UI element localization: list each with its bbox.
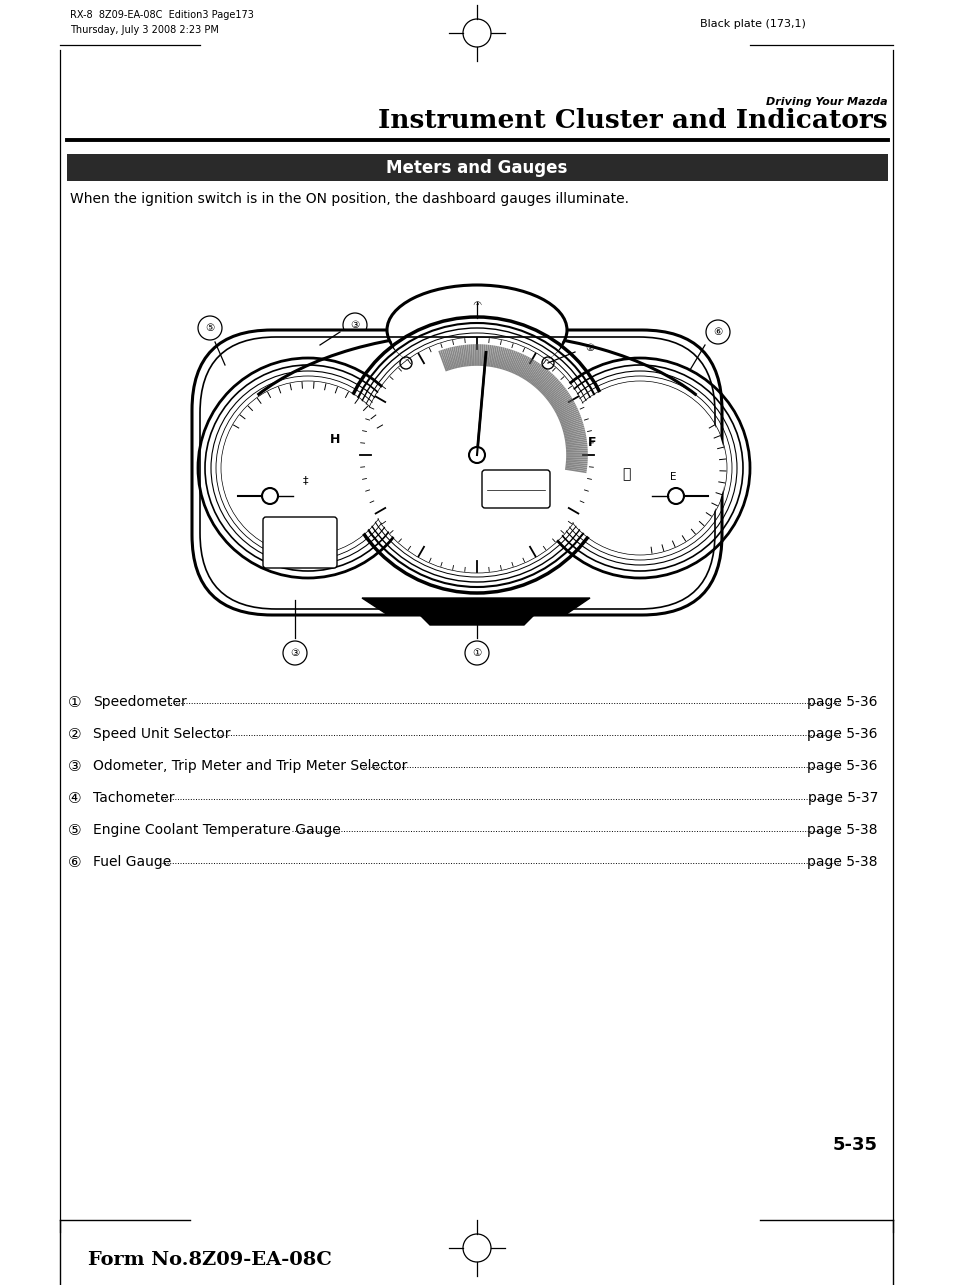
Text: Fuel Gauge: Fuel Gauge xyxy=(92,855,172,869)
Bar xyxy=(67,154,887,181)
Text: E: E xyxy=(669,472,676,482)
Text: ④: ④ xyxy=(472,301,481,311)
Text: ③: ③ xyxy=(350,320,359,330)
Text: Form No.8Z09-EA-08C: Form No.8Z09-EA-08C xyxy=(88,1252,332,1270)
Text: Speedometer: Speedometer xyxy=(92,695,187,709)
Text: ⑥: ⑥ xyxy=(713,326,721,337)
Text: Thursday, July 3 2008 2:23 PM: Thursday, July 3 2008 2:23 PM xyxy=(70,24,218,35)
Circle shape xyxy=(578,335,601,360)
Text: Speed Unit Selector: Speed Unit Selector xyxy=(92,727,231,741)
Text: ④: ④ xyxy=(68,792,82,806)
Text: Odometer, Trip Meter and Trip Meter Selector: Odometer, Trip Meter and Trip Meter Sele… xyxy=(92,759,407,774)
Text: ①: ① xyxy=(472,648,481,658)
Text: ①: ① xyxy=(68,695,82,711)
FancyBboxPatch shape xyxy=(263,517,336,568)
Circle shape xyxy=(343,314,367,337)
Text: ②: ② xyxy=(68,727,82,741)
Text: ⑥: ⑥ xyxy=(68,855,82,870)
Text: H: H xyxy=(330,433,340,446)
Polygon shape xyxy=(361,598,589,625)
Circle shape xyxy=(262,488,277,504)
Text: page 5-38: page 5-38 xyxy=(806,822,877,837)
Text: page 5-36: page 5-36 xyxy=(806,727,877,741)
Text: RX-8  8Z09-EA-08C  Edition3 Page173: RX-8 8Z09-EA-08C Edition3 Page173 xyxy=(70,10,253,21)
Circle shape xyxy=(464,641,489,666)
Text: page 5-36: page 5-36 xyxy=(806,759,877,774)
Text: Black plate (173,1): Black plate (173,1) xyxy=(700,19,805,30)
Text: 5-35: 5-35 xyxy=(832,1136,877,1154)
Text: Tachometer: Tachometer xyxy=(92,792,174,804)
Text: ⑤: ⑤ xyxy=(205,323,214,333)
Ellipse shape xyxy=(387,285,566,375)
Text: Driving Your Mazda: Driving Your Mazda xyxy=(765,96,887,107)
Circle shape xyxy=(705,320,729,344)
Text: When the ignition switch is in the ON position, the dashboard gauges illuminate.: When the ignition switch is in the ON po… xyxy=(70,191,628,206)
Text: page 5-38: page 5-38 xyxy=(806,855,877,869)
Text: F: F xyxy=(587,436,596,448)
Circle shape xyxy=(359,338,594,572)
Text: page 5-36: page 5-36 xyxy=(806,695,877,709)
Ellipse shape xyxy=(392,305,561,375)
Circle shape xyxy=(469,447,484,463)
Text: Meters and Gauges: Meters and Gauges xyxy=(386,159,567,177)
Circle shape xyxy=(464,294,489,317)
FancyBboxPatch shape xyxy=(192,330,721,616)
Text: Engine Coolant Temperature Gauge: Engine Coolant Temperature Gauge xyxy=(92,822,340,837)
Circle shape xyxy=(554,382,725,554)
Text: ⛽: ⛽ xyxy=(621,466,630,481)
Text: ③: ③ xyxy=(290,648,299,658)
Circle shape xyxy=(198,316,222,341)
Text: ②: ② xyxy=(585,343,594,353)
FancyBboxPatch shape xyxy=(481,470,550,508)
Circle shape xyxy=(667,488,683,504)
Circle shape xyxy=(222,382,394,554)
Text: page 5-37: page 5-37 xyxy=(807,792,877,804)
Text: Instrument Cluster and Indicators: Instrument Cluster and Indicators xyxy=(378,108,887,134)
Text: ③: ③ xyxy=(68,759,82,774)
Text: ‡: ‡ xyxy=(303,475,308,484)
Text: ⑤: ⑤ xyxy=(68,822,82,838)
Circle shape xyxy=(283,641,307,666)
